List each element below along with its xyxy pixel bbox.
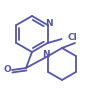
Text: O: O [3,65,11,74]
Text: N: N [45,19,53,28]
Text: N: N [42,50,50,59]
Text: Cl: Cl [68,33,77,43]
